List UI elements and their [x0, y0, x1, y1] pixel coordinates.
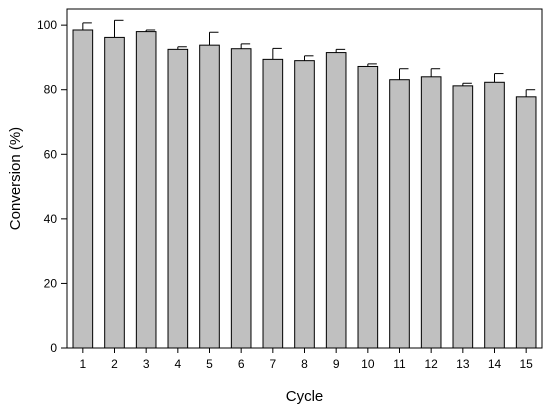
x-tick-label: 2: [111, 357, 118, 371]
bar: [357, 65, 379, 349]
y-tick-label: 100: [37, 18, 57, 32]
x-tick-label: 1: [79, 357, 86, 371]
bar: [104, 36, 125, 349]
bar: [294, 60, 315, 349]
x-tick-label: 8: [301, 357, 308, 371]
bar: [452, 85, 474, 349]
x-tick-label: 10: [361, 357, 375, 371]
x-tick-label: 6: [238, 357, 245, 371]
y-axis-title: Conversion (%): [7, 127, 24, 230]
x-tick-label: 3: [143, 357, 150, 371]
bar: [72, 29, 94, 349]
bar: [199, 44, 220, 349]
y-tick-label: 20: [44, 276, 58, 290]
x-tick-label: 11: [393, 357, 406, 371]
y-tick-label: 0: [50, 341, 57, 355]
x-tick-label: 5: [206, 357, 213, 371]
bar: [515, 96, 537, 349]
bars: [72, 29, 537, 349]
x-tick-label: 9: [333, 357, 340, 371]
y-tick-label: 80: [44, 83, 58, 97]
y-tick-label: 40: [44, 212, 58, 226]
x-axis-title: Cycle: [286, 388, 324, 405]
x-tick-label: 12: [424, 357, 438, 371]
error-bars: [82, 19, 536, 97]
x-tick-label: 7: [269, 357, 276, 371]
x-tick-label: 13: [456, 357, 470, 371]
bar: [325, 52, 347, 349]
bar: [389, 79, 410, 349]
bar: [135, 31, 157, 349]
x-tick-label: 15: [519, 357, 533, 371]
x-tick-label: 14: [488, 357, 502, 371]
bar: [230, 48, 252, 349]
bar: [262, 58, 284, 349]
bar: [420, 76, 442, 349]
bar: [167, 48, 189, 349]
x-tick-label: 4: [174, 357, 181, 371]
bar: [484, 81, 505, 349]
y-tick-label: 60: [44, 147, 58, 161]
